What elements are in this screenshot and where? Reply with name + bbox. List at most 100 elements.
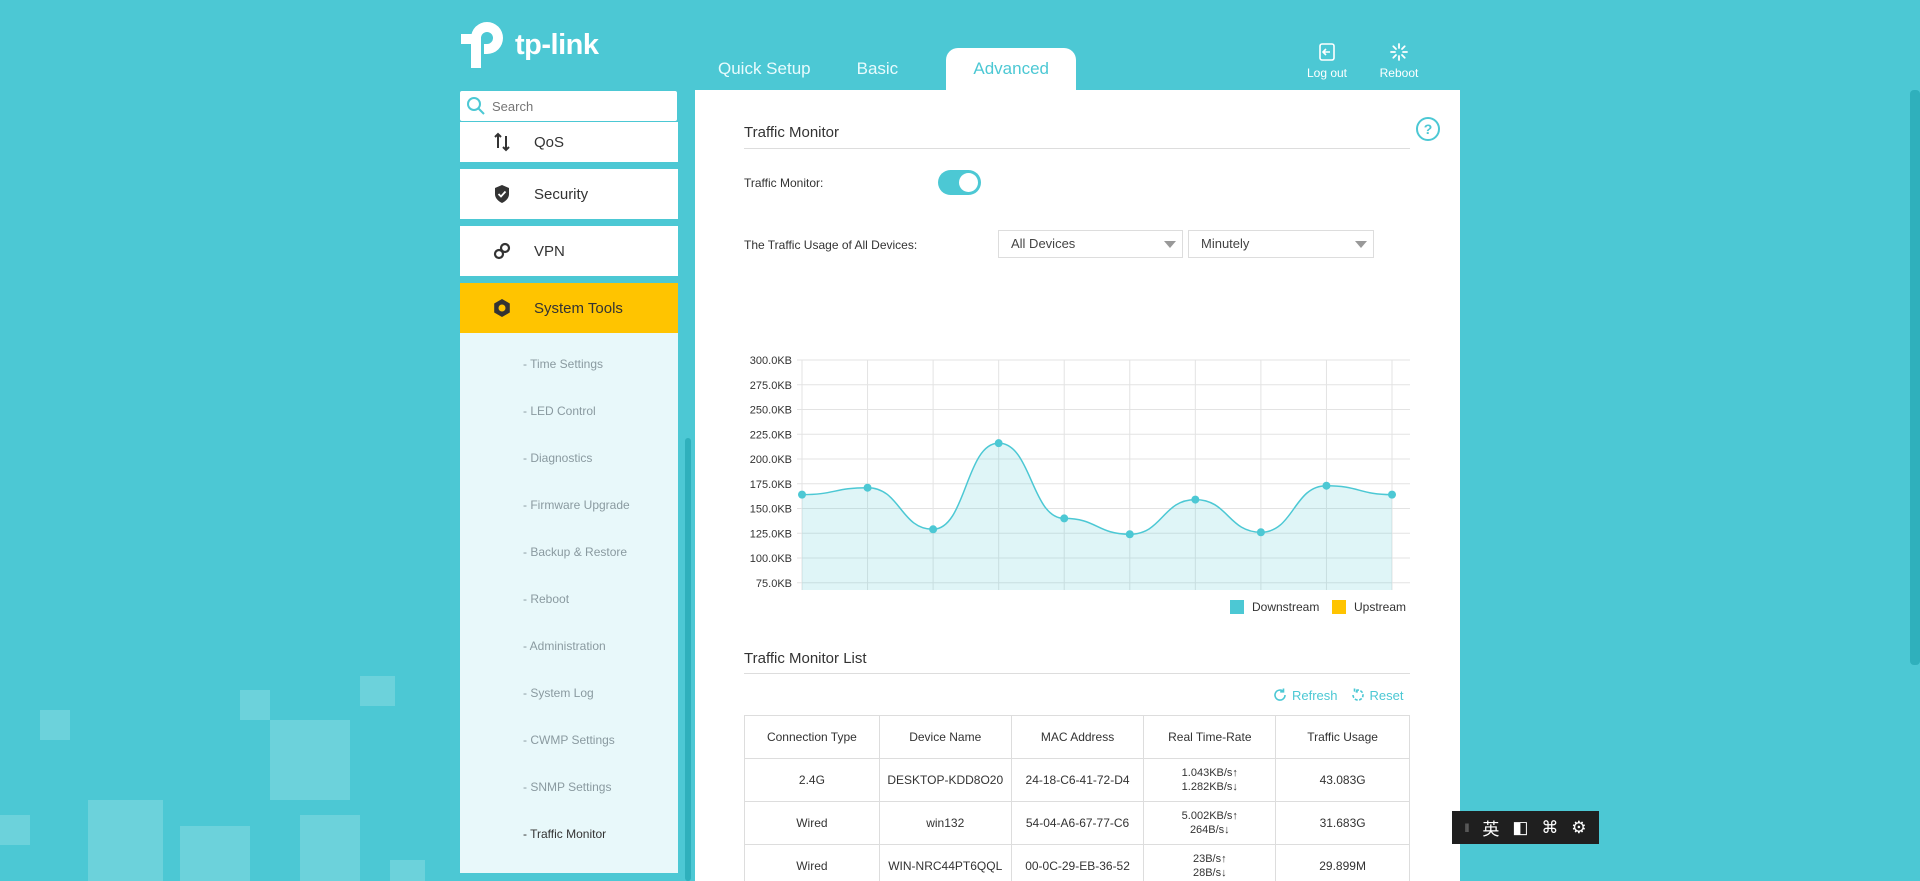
submenu-administration[interactable]: - Administration [523,639,606,653]
data-point-downstream [1125,530,1134,539]
submenu-system-log[interactable]: - System Log [523,686,594,700]
sidebar-scrollbar[interactable] [685,438,691,881]
submenu-cwmp-settings[interactable]: - CWMP Settings [523,733,615,747]
legend-downstream: Downstream [1230,600,1319,614]
tab-quick-setup[interactable]: Quick Setup [718,59,811,78]
data-point-downstream [1388,490,1396,499]
y-tick-label: 75.0KB [756,578,792,590]
chevron-down-icon [1355,241,1367,248]
top-actions: Log out Reboot [1300,42,1426,80]
interval-select[interactable]: Minutely [1188,230,1374,258]
help-icon[interactable]: ? [1415,116,1441,142]
mac-address-cell: 00-0C-29-EB-36-52 [1010,844,1145,881]
table-header-row: Connection Type Device Name MAC Address … [744,715,1410,759]
connection-type-cell: Wired [744,801,880,845]
sidebar-item-qos[interactable]: QoS [460,122,678,162]
device-name-cell: win132 [878,801,1012,845]
traffic-chart: 300.0KB 275.0KB 250.0KB 225.0KB 200.0KB 175.0… [750,355,1410,590]
chevron-down-icon [1164,241,1176,248]
tab-advanced[interactable]: Advanced [946,48,1077,90]
legend-upstream: Upstream [1332,600,1406,614]
shield-icon [490,184,514,204]
system-tools-submenu: - Time Settings - LED Control - Diagnost… [460,333,678,873]
y-tick-label: 175.0KB [750,479,792,491]
reset-button[interactable]: Reset [1350,687,1404,703]
tab-basic[interactable]: Basic [856,59,899,78]
refresh-button[interactable]: Refresh [1272,687,1338,703]
search-input[interactable] [492,98,662,114]
traffic-usage-label: The Traffic Usage of All Devices: [744,238,918,252]
legend-swatch-upstream [1332,600,1346,614]
submenu-time-settings[interactable]: - Time Settings [523,357,604,371]
data-point-downstream [929,525,938,534]
sidebar-item-system-tools[interactable]: System Tools [460,283,678,333]
table-row: 2.4G DESKTOP-KDD8O20 24-18-C6-41-72-D4 1… [744,758,1410,802]
tp-link-logo-icon [461,22,503,68]
column-header[interactable]: Traffic Usage [1275,715,1410,759]
submenu-led-control[interactable]: - LED Control [523,404,596,418]
data-point-downstream [798,490,806,499]
logout-button[interactable]: Log out [1300,42,1354,80]
series-area-downstream [802,443,1392,590]
svg-text:?: ? [1424,121,1433,137]
rate-down: 28B/s↓ [1192,867,1227,879]
column-header[interactable]: Connection Type [744,715,880,759]
list-actions: Refresh Reset [1272,687,1404,703]
legend-label-downstream: Downstream [1252,600,1320,614]
search-icon [467,97,485,115]
real-time-rate-cell: 1.043KB/s↑ 1.282KB/s↓ [1143,758,1277,802]
section-divider [744,673,1410,674]
column-header[interactable]: MAC Address [1010,715,1145,759]
submenu-backup-restore[interactable]: - Backup & Restore [523,545,628,559]
data-point-downstream [994,439,1003,448]
sidebar-item-label: QoS [534,133,565,151]
table-row: Wired WIN-NRC44PT6QQL 00-0C-29-EB-36-52 … [744,844,1410,881]
real-time-rate-cell: 5.002KB/s↑ 264B/s↓ [1143,801,1277,845]
ime-halfwidth-icon[interactable]: ◧ [1512,817,1529,837]
sidebar-item-label: System Tools [534,299,623,317]
real-time-rate-cell: 23B/s↑ 28B/s↓ [1143,844,1277,881]
traffic-monitor-toggle[interactable] [938,170,981,195]
sidebar-item-label: VPN [534,242,565,260]
column-header[interactable]: Real Time-Rate [1143,715,1277,759]
submenu-traffic-monitor[interactable]: - Traffic Monitor [523,827,607,841]
y-tick-label: 300.0KB [750,355,792,367]
submenu-snmp-settings[interactable]: - SNMP Settings [523,780,612,794]
y-tick-label: 200.0KB [750,454,792,466]
ime-toolbar: ‖ 英 ◧ ⌘ ⚙ [1452,811,1599,844]
traffic-usage-cell: 29.899M [1275,844,1410,881]
ime-toolbox-icon[interactable]: ⌘ [1541,817,1559,837]
rate-up: 23B/s↑ [1192,853,1227,865]
device-name-cell: DESKTOP-KDD8O20 [878,758,1012,802]
logout-icon [1319,43,1335,61]
reboot-button[interactable]: Reboot [1372,42,1426,80]
reset-label: Reset [1369,687,1404,703]
ime-settings-icon[interactable]: ⚙ [1571,817,1587,837]
ime-language-button[interactable]: 英 [1482,820,1500,839]
brand-name: tp-link [515,28,599,61]
traffic-monitor-table: Connection Type Device Name MAC Address … [744,715,1410,881]
reboot-label: Reboot [1379,66,1419,80]
data-point-downstream [1060,514,1069,523]
sidebar-item-label: Security [534,185,589,203]
logout-label: Log out [1306,66,1348,80]
submenu-reboot[interactable]: - Reboot [523,592,570,606]
connection-type-cell: 2.4G [744,758,880,802]
sidebar-item-security[interactable]: Security [460,169,678,219]
data-point-downstream [1256,528,1265,537]
rate-up: 1.043KB/s↑ [1181,767,1238,779]
device-select[interactable]: All Devices [998,230,1183,258]
rate-up: 5.002KB/s↑ [1181,810,1238,822]
rate-down: 1.282KB/s↓ [1181,781,1238,793]
sidebar: QoS Security VPN System Tools - Time Set… [460,122,678,873]
submenu-diagnostics[interactable]: - Diagnostics [523,451,593,465]
column-header[interactable]: Device Name [878,715,1012,759]
page-scrollbar[interactable] [1910,90,1920,665]
section-divider [744,148,1410,149]
sidebar-item-vpn[interactable]: VPN [460,226,678,276]
reboot-icon [1390,43,1408,61]
submenu-firmware-upgrade[interactable]: - Firmware Upgrade [523,498,630,512]
y-tick-label: 150.0KB [750,504,792,516]
traffic-list-title: Traffic Monitor List [744,650,867,667]
series-line-downstream [801,442,1393,535]
